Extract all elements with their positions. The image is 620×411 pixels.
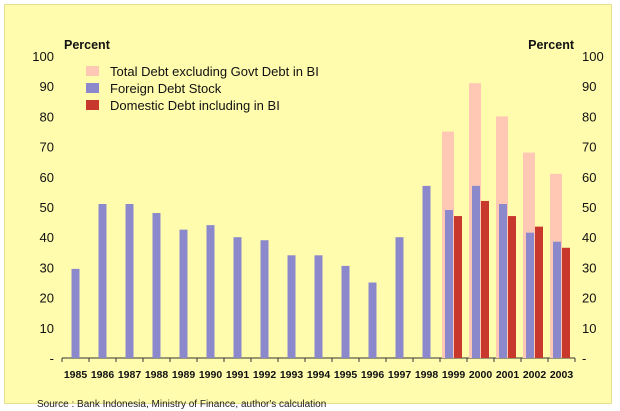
y-tick-label-left: 90 — [40, 79, 54, 94]
x-tick-label: 1990 — [199, 369, 223, 381]
bar-foreign-debt — [152, 213, 161, 358]
y-tick-label-right: 50 — [582, 200, 596, 215]
y-tick-label-right: 20 — [582, 291, 596, 306]
x-tick-label: 1994 — [307, 369, 331, 381]
x-tick-label: 1998 — [415, 369, 439, 381]
bar-foreign-debt — [445, 210, 453, 358]
legend: Total Debt excluding Govt Debt in BI Fore… — [86, 64, 319, 113]
bar-foreign-debt — [98, 203, 107, 358]
y-tick-label-left: 50 — [40, 200, 54, 215]
y-tick-label-left: 10 — [40, 321, 54, 336]
y-tick-label-left: 30 — [40, 260, 54, 275]
x-tick-label: 1987 — [118, 369, 142, 381]
y-tick-label-left: 70 — [40, 140, 54, 155]
x-tick-label: 1999 — [442, 369, 466, 381]
bar-foreign-debt — [206, 225, 215, 358]
bar-foreign-debt — [314, 255, 323, 358]
bar-foreign-debt — [125, 203, 134, 358]
bar-foreign-debt — [260, 240, 269, 358]
y-tick-label-left: 40 — [40, 230, 54, 245]
bar-foreign-debt — [472, 185, 480, 358]
y-tick-label-right: 60 — [582, 170, 596, 185]
y-axis-label-right: Percent — [528, 38, 575, 52]
x-tick-label: 1996 — [361, 369, 385, 381]
x-tick-label: 1995 — [334, 369, 358, 381]
bar-foreign-debt — [553, 241, 561, 358]
bar-foreign-debt — [422, 185, 431, 358]
x-tick-label: 1989 — [172, 369, 196, 381]
bar-foreign-debt — [499, 203, 507, 358]
y-tick-label-right: - — [582, 351, 586, 366]
legend-label: Domestic Debt including in BI — [110, 98, 280, 113]
bar-domestic-debt — [562, 247, 570, 358]
x-tick-label: 2000 — [469, 369, 493, 381]
legend-swatch — [86, 66, 99, 76]
legend-label: Foreign Debt Stock — [110, 81, 222, 96]
bar-domestic-debt — [508, 216, 516, 358]
y-tick-label-right: 40 — [582, 230, 596, 245]
x-tick-label: 2003 — [550, 369, 574, 381]
bar-domestic-debt — [535, 226, 543, 358]
x-tick-label: 1992 — [253, 369, 277, 381]
y-tick-label-right: 70 — [582, 140, 596, 155]
plot-area: - - 10 10 20 20 30 30 40 40 50 50 60 60 70 70 80 80 90 90 10… — [32, 49, 603, 381]
y-tick-label-right: 30 — [582, 260, 596, 275]
source-note: Source : Bank Indonesia, Ministry of Fin… — [37, 399, 326, 410]
y-tick-label-left: 20 — [40, 291, 54, 306]
bar-domestic-debt — [481, 200, 489, 358]
y-tick-label-left: 80 — [40, 109, 54, 124]
bar-foreign-debt — [368, 282, 377, 358]
x-tick-label: 2001 — [496, 369, 520, 381]
x-tick-label: 1991 — [226, 369, 250, 381]
y-tick-label-left: 100 — [32, 49, 54, 64]
y-tick-label-right: 80 — [582, 109, 596, 124]
bar-foreign-debt — [71, 268, 80, 358]
bar-foreign-debt — [233, 237, 242, 358]
legend-label: Total Debt excluding Govt Debt in BI — [110, 64, 319, 79]
y-tick-label-right: 90 — [582, 79, 596, 94]
y-tick-label-left: - — [50, 351, 54, 366]
y-tick-label-right: 100 — [582, 49, 604, 64]
bar-foreign-debt — [341, 265, 350, 358]
y-tick-label-left: 60 — [40, 170, 54, 185]
bar-foreign-debt — [287, 255, 296, 358]
x-tick-label: 1997 — [388, 369, 412, 381]
bar-foreign-debt — [526, 232, 534, 358]
legend-swatch — [86, 100, 99, 110]
x-tick-label: 1993 — [280, 369, 304, 381]
y-axis-label-left: Percent — [64, 38, 111, 52]
legend-swatch — [86, 83, 99, 93]
x-tick-label: 1988 — [145, 369, 169, 381]
bar-foreign-debt — [395, 237, 404, 358]
y-tick-label-right: 10 — [582, 321, 596, 336]
x-tick-label: 1986 — [91, 369, 115, 381]
x-tick-label: 1985 — [64, 369, 88, 381]
bar-foreign-debt — [179, 229, 188, 358]
bar-domestic-debt — [454, 216, 462, 358]
x-tick-label: 2002 — [523, 369, 547, 381]
